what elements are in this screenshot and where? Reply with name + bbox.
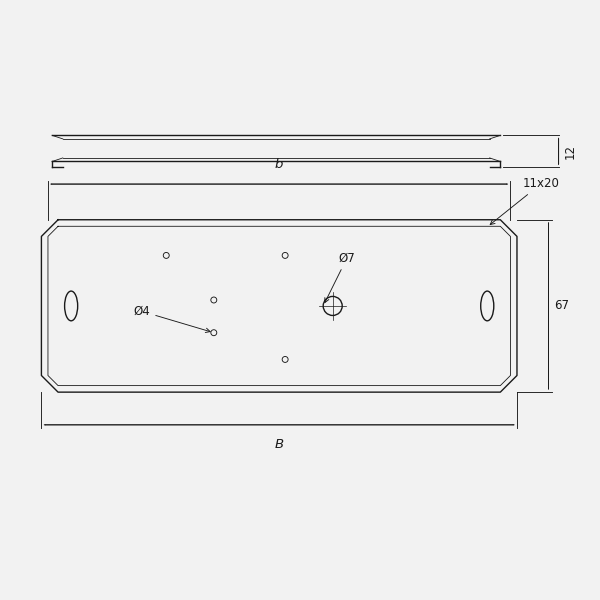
Text: B: B — [275, 438, 284, 451]
Text: b: b — [275, 158, 283, 171]
Text: 11x20: 11x20 — [490, 177, 560, 224]
Text: 12: 12 — [563, 144, 577, 159]
Text: 67: 67 — [554, 299, 569, 313]
Text: Ø4: Ø4 — [134, 305, 210, 332]
Text: Ø7: Ø7 — [325, 251, 355, 302]
